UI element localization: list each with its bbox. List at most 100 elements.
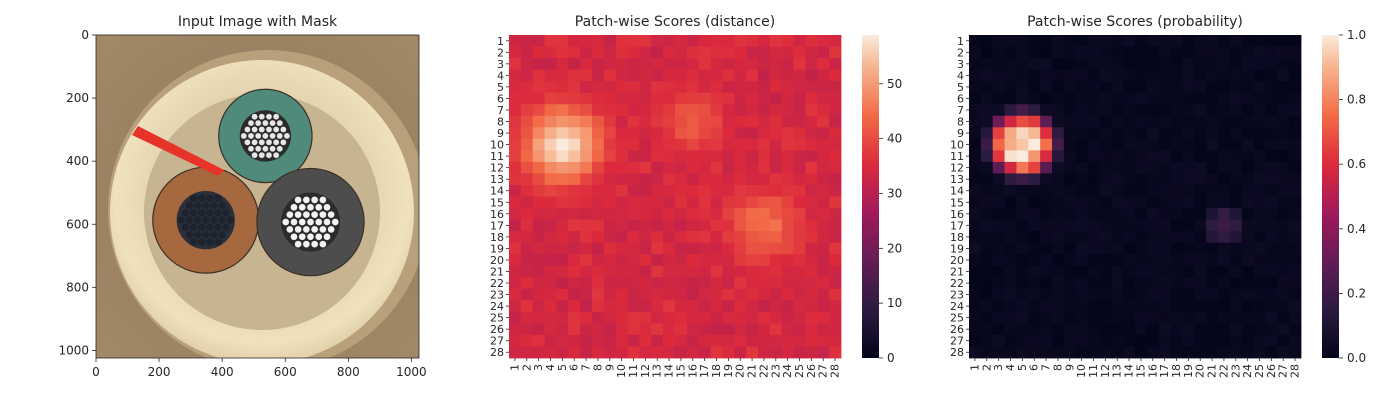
heatmap-cell — [817, 334, 830, 347]
heatmap-cell — [544, 58, 557, 71]
heatmap-cell — [639, 104, 652, 117]
y-tick-label: 23 — [490, 289, 504, 302]
x-tick-label: 14 — [1123, 364, 1136, 378]
heatmap-cell — [980, 115, 994, 128]
heatmap-cell — [805, 323, 818, 336]
heatmap-cell — [663, 138, 676, 151]
heatmap-cell — [992, 300, 1005, 313]
heatmap-cell — [1265, 334, 1278, 347]
heatmap-cell — [1182, 127, 1195, 140]
heatmap-cell — [1123, 219, 1136, 232]
heatmap-cell — [1229, 150, 1243, 163]
y-tick-label: 1 — [497, 35, 504, 48]
heatmap-cell — [1135, 219, 1148, 232]
y-tick-label: 16 — [950, 208, 964, 221]
heatmap-cell — [722, 92, 735, 105]
heatmap-cell — [580, 138, 593, 151]
heatmap-cell — [734, 115, 747, 128]
heatmap-cell — [1194, 196, 1207, 209]
heatmap-cell — [509, 104, 522, 117]
strand — [319, 225, 327, 234]
heatmap-cell — [769, 150, 783, 163]
heatmap-cell — [1253, 104, 1266, 117]
heatmap-cell — [1194, 104, 1207, 117]
heatmap-cell — [1253, 127, 1266, 140]
heatmap-cell — [663, 346, 676, 359]
heatmap-cell — [1229, 231, 1243, 244]
heatmap-cell — [969, 242, 982, 255]
heatmap-cell — [603, 58, 617, 71]
heatmap-cell — [544, 254, 557, 267]
heatmap-cell — [1063, 46, 1077, 59]
strand — [323, 203, 331, 212]
heatmap-cell — [686, 127, 700, 140]
heatmap-cell — [1135, 104, 1148, 117]
heatmap-cell — [1265, 231, 1278, 244]
strand — [251, 126, 258, 133]
y-tick-label: 27 — [490, 335, 504, 348]
heatmap-cell — [627, 242, 640, 255]
strand — [177, 216, 185, 224]
distance-y-axis: 1234567891011121314151617181920212223242… — [490, 35, 509, 359]
heatmap-cell — [1028, 334, 1041, 347]
heatmap-cell — [651, 311, 664, 324]
heatmap-cell — [1063, 69, 1077, 82]
heatmap-cell — [603, 265, 617, 278]
heatmap-cell — [1277, 58, 1290, 71]
heatmap-cell — [1158, 138, 1171, 151]
heatmap-cell — [805, 288, 818, 301]
heatmap-cell — [1075, 104, 1088, 117]
heatmap-cell — [1170, 311, 1183, 324]
heatmap-cell — [734, 173, 747, 186]
heatmap-cell — [556, 311, 569, 324]
heatmap-cell — [1146, 127, 1160, 140]
heatmap-cell — [520, 311, 534, 324]
strand — [286, 225, 294, 234]
heatmap-cell — [1075, 231, 1088, 244]
heatmap-cell — [1265, 288, 1278, 301]
heatmap-cell — [675, 58, 688, 71]
heatmap-cell — [710, 138, 723, 151]
heatmap-cell — [686, 300, 700, 313]
strand — [218, 201, 226, 210]
heatmap-cell — [1194, 58, 1207, 71]
heatmap-cell — [627, 81, 640, 94]
heatmap-cell — [520, 196, 534, 209]
heatmap-cell — [1158, 184, 1171, 197]
heatmap-cell — [1229, 127, 1243, 140]
strand — [302, 240, 311, 248]
heatmap-cell — [1218, 58, 1231, 71]
heatmap-cell — [580, 265, 593, 278]
heatmap-cell — [556, 81, 569, 94]
strand — [265, 139, 273, 146]
heatmap-cell — [1218, 196, 1231, 209]
heatmap-cell — [592, 150, 605, 163]
x-tick-label: 600 — [274, 365, 297, 379]
heatmap-cell — [1040, 58, 1053, 71]
heatmap-cell — [580, 288, 593, 301]
heatmap-cell — [1170, 58, 1183, 71]
x-tick-label: 1 — [968, 364, 981, 371]
heatmap-cell — [615, 92, 628, 105]
colorbar-tick-label: 0.8 — [1347, 93, 1366, 107]
heatmap-cell — [615, 277, 628, 290]
heatmap-cell — [603, 81, 617, 94]
heatmap-cell — [651, 300, 664, 313]
heatmap-cell — [1087, 311, 1100, 324]
heatmap-cell — [1004, 69, 1017, 82]
x-tick-label: 15 — [674, 364, 687, 378]
heatmap-cell — [592, 265, 605, 278]
heatmap-cell — [603, 323, 617, 336]
heatmap-cell — [686, 196, 700, 209]
heatmap-cell — [675, 173, 688, 186]
heatmap-cell — [580, 115, 593, 128]
y-tick-label: 11 — [950, 150, 964, 163]
heatmap-cell — [1016, 334, 1029, 347]
x-tick-label: 0 — [92, 365, 100, 379]
heatmap-cell — [1063, 104, 1077, 117]
x-tick-label: 22 — [1217, 364, 1230, 378]
heatmap-cell — [603, 231, 617, 244]
heatmap-cell — [1099, 208, 1112, 220]
heatmap-cell — [829, 208, 842, 220]
heatmap-cell — [639, 115, 652, 128]
